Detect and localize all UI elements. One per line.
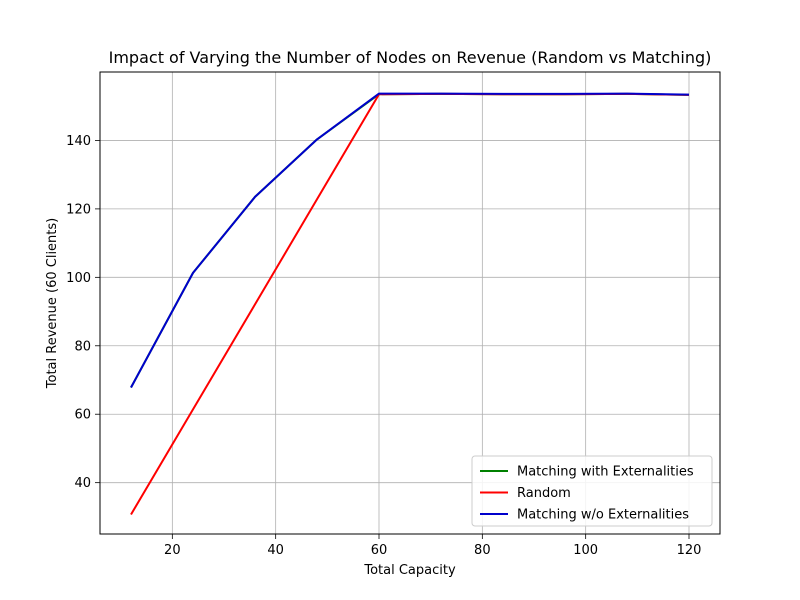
legend-box — [471, 455, 713, 527]
x-axis-label: Total Capacity — [363, 563, 456, 578]
x-tick-label: 20 — [164, 543, 181, 558]
axis-ticks: 20 40 60 80 100 120 40 60 80 100 120 140 — [66, 134, 701, 558]
y-tick-label: 40 — [74, 476, 91, 491]
y-tick-label: 80 — [74, 339, 91, 354]
plot-lines — [130, 92, 690, 516]
x-tick-label: 40 — [267, 543, 284, 558]
y-tick-label: 140 — [66, 134, 91, 149]
plot-frame — [99, 71, 721, 535]
y-tick-label: 120 — [66, 202, 91, 217]
y-axis-label: Total Revenue (60 Clients) — [45, 218, 60, 389]
legend: Matching with Externalities Random Matchin… — [471, 455, 713, 527]
y-tick-label: 100 — [66, 271, 91, 286]
legend-label: Random — [517, 486, 571, 501]
legend-label: Matching w/o Externalities — [517, 508, 689, 523]
x-tick-label: 60 — [371, 543, 388, 558]
grid-lines — [100, 72, 720, 534]
y-tick-label: 60 — [74, 408, 91, 423]
x-tick-label: 100 — [573, 543, 598, 558]
x-tick-label: 120 — [677, 543, 702, 558]
legend-label: Matching with Externalities — [517, 465, 694, 480]
chart-title: Impact of Varying the Number of Nodes on… — [109, 48, 712, 67]
x-tick-label: 80 — [474, 543, 491, 558]
series-line-3 — [130, 92, 690, 388]
